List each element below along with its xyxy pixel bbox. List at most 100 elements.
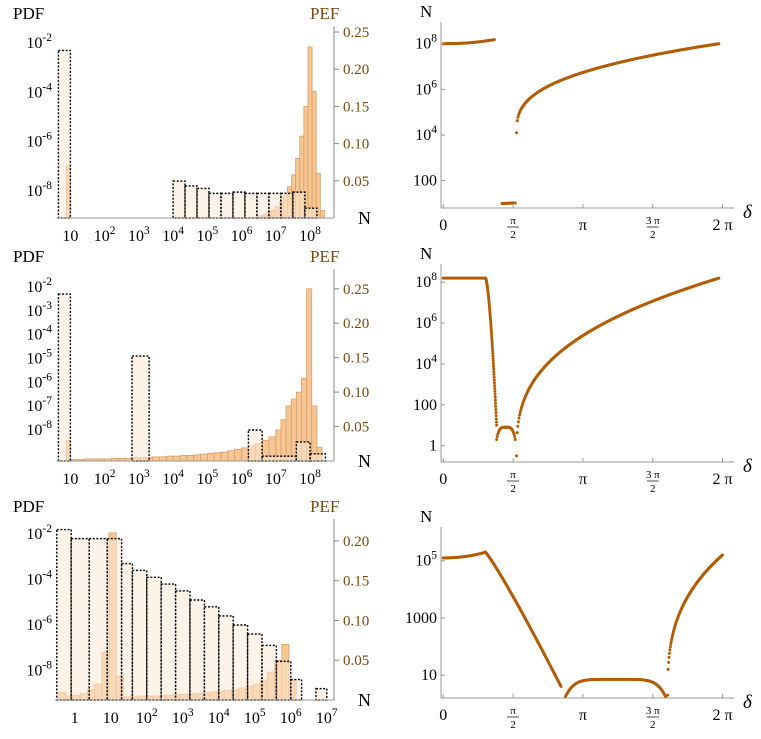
pdf-bin [290, 678, 303, 701]
n-axis-title: N [420, 2, 432, 21]
pdf-bin [292, 191, 306, 219]
data-point [490, 346, 494, 350]
data-point [668, 645, 672, 649]
y-tick-label: 106 [415, 78, 437, 98]
x-tick-label: 0 [439, 217, 447, 234]
delta-axis-title: δ [743, 456, 753, 477]
data-point [669, 642, 673, 646]
pdf-tick-label: 10-2 [26, 276, 52, 296]
x-tick-label: 0 [439, 707, 447, 724]
delta-axis-title: δ [743, 202, 753, 223]
pef-bar [172, 455, 181, 462]
pdf-bin [131, 569, 148, 701]
pdf-bin [70, 537, 90, 701]
pdf-bin [189, 599, 206, 701]
pdf-bin [295, 441, 311, 462]
data-point [513, 434, 517, 438]
y-tick-label: 104 [415, 353, 437, 373]
x-tick-label: π [510, 705, 516, 717]
pdf-bin [261, 455, 298, 462]
pdf-bin [268, 192, 282, 219]
pef-bar [241, 447, 249, 462]
pef-axis-title: PEF [310, 4, 339, 23]
pef-tick-label: 0.25 [343, 282, 369, 298]
pef-tick-label: 0.20 [343, 534, 369, 550]
x-tick-label: 1 [71, 710, 79, 727]
data-point [494, 414, 498, 418]
data-point [494, 407, 498, 411]
data-point [667, 660, 671, 664]
data-point [518, 413, 522, 417]
pdf-tick-label: 10-8 [26, 180, 52, 200]
pdf-bin [174, 590, 191, 701]
x-tick-label: 2 [510, 719, 516, 731]
data-point [518, 410, 522, 414]
y-tick-label: 108 [415, 271, 437, 291]
data-point [490, 339, 494, 343]
pef-bar [206, 453, 215, 462]
x-tick-label: 106 [280, 707, 302, 727]
x-tick-label: 108 [299, 468, 321, 488]
x-tick-label: 10 [62, 228, 78, 245]
n-axis-title: N [358, 208, 371, 228]
data-point [491, 356, 495, 360]
data-point [493, 395, 497, 399]
data-point [515, 131, 519, 135]
data-point [493, 386, 497, 390]
pef-tick-label: 0.05 [343, 653, 369, 669]
pdf-tick-label: 10-2 [26, 523, 52, 543]
pdf-bin [275, 660, 292, 701]
x-tick-label: 105 [196, 225, 218, 245]
pef-tick-label: 0.10 [343, 385, 369, 401]
x-tick-label: 2 π [713, 471, 733, 488]
y-tick-label: 104 [415, 124, 437, 144]
pef-axis-title: PEF [310, 247, 339, 266]
pef-bar [311, 91, 317, 219]
x-tick-label: 2 [510, 483, 516, 495]
data-point [669, 640, 673, 644]
pdf-axis-title: PDF [13, 4, 44, 23]
pef-bar [200, 453, 208, 462]
x-tick-label: π [579, 471, 587, 488]
data-point [720, 553, 724, 557]
x-tick-label: 106 [231, 225, 253, 245]
pdf-bin [232, 624, 249, 701]
data-point [493, 398, 497, 402]
pdf-bin [315, 687, 328, 701]
x-tick-label: 107 [265, 468, 287, 488]
pef-bar [227, 450, 236, 462]
data-point [492, 367, 496, 371]
x-tick-label: 2 [650, 229, 656, 241]
data-point [667, 651, 671, 655]
pef-bar [290, 398, 297, 462]
pef-bar [311, 405, 318, 462]
y-tick-label: 1 [429, 438, 437, 455]
pdf-axis-title: PDF [13, 497, 44, 516]
pdf-bin [88, 537, 108, 701]
x-tick-label: 105 [196, 468, 218, 488]
data-point [489, 330, 493, 334]
pdf-tick-label: 10-2 [26, 32, 52, 52]
x-tick-label: 3 π [646, 705, 660, 717]
x-tick-label: 108 [299, 225, 321, 245]
data-point [495, 438, 499, 442]
pdf-bin [232, 191, 246, 219]
y-tick-label: 105 [415, 550, 437, 570]
pef-tick-label: 0.05 [343, 420, 369, 436]
pdf-bin [106, 537, 123, 701]
delta-axis-title: δ [743, 692, 753, 713]
pef-bar [234, 448, 242, 462]
scatter-panel-1: 108 106 104 100 0 π 2 π 3 π 2 2 π Nδ [413, 2, 753, 241]
pdf-tick-label: 10-4 [26, 324, 52, 344]
pef-tick-label: 0.20 [343, 62, 369, 78]
pef-axis-title: PEF [310, 497, 339, 516]
data-point [668, 648, 672, 652]
x-tick-label: 3 π [646, 215, 660, 227]
x-tick-label: 106 [231, 468, 253, 488]
y-tick-label: 100 [413, 397, 437, 414]
pef-bar [307, 46, 313, 219]
data-point [492, 372, 496, 376]
pef-bar [193, 454, 201, 462]
data-point [490, 335, 494, 339]
data-point [717, 42, 721, 46]
